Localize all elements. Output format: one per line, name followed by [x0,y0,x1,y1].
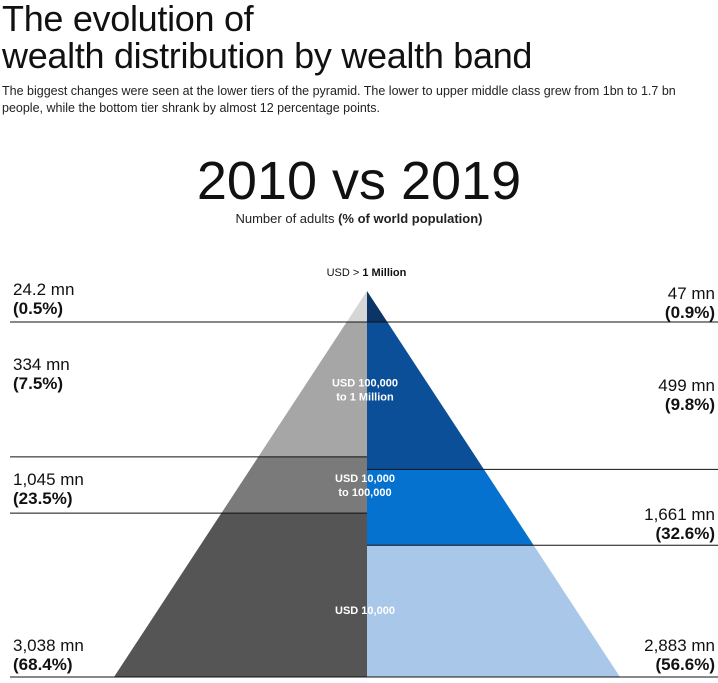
label-2019-gt1m: 47 mn (0.9%) [665,284,715,322]
tier-label-lt10k: USD 10,000 [335,605,395,617]
share-2010-10k-100k: (23.5%) [13,489,73,508]
band-2010-lt10k [114,513,367,677]
label-2019-lt10k: 2,883 mn (56.6%) [644,636,715,674]
adults-2010-gt1m: 24.2 mn [13,280,75,299]
label-2010-gt1m: 24.2 mn (0.5%) [13,280,74,318]
tier-label-10k-100k: USD 10,000 to 100,000 [335,473,395,499]
comparison-heading: 2010 vs 2019 [196,151,522,211]
adults-2010-100k-1m: 334 mn [13,355,70,374]
pyramid-2010-half [114,291,367,677]
caption-plain: Number of adults [235,211,339,226]
label-2010-lt10k: 3,038 mn (68.4%) [13,636,84,674]
share-2010-lt10k: (68.4%) [13,655,73,674]
tier-label-100k-1m-line-2: to 1 Million [336,391,394,403]
share-2010-100k-1m: (7.5%) [13,374,64,393]
top-tier-label: USD > 1 Million [0,267,718,279]
band-2019-lt10k [367,545,620,677]
caption-bold: (% of world population) [338,211,483,226]
band-boundary-lines [10,321,718,678]
title-line-1: The evolution of [2,0,254,39]
tier-label-10k-100k-line-2: to 100,000 [338,487,391,499]
share-2010-gt1m: (0.5%) [13,299,64,318]
label-2010-100k-1m: 334 mn (7.5%) [13,355,70,393]
top-tier-label-bold: 1 Million [362,267,407,279]
label-2019-100k-1m: 499 mn (9.8%) [658,376,715,414]
pyramid-2019-half [367,291,620,677]
tier-label-10k-100k-line-1: USD 10,000 [335,473,395,485]
chart-title: The evolution of wealth distribution by … [2,0,532,74]
top-tier-label-plain: USD > [326,267,363,279]
adults-2019-10k-100k: 1,661 mn [644,505,715,524]
adults-2019-100k-1m: 499 mn [658,376,715,395]
label-2010-10k-100k: 1,045 mn (23.5%) [13,470,84,508]
share-2019-10k-100k: (32.6%) [655,524,715,543]
share-2019-gt1m: (0.9%) [664,303,715,322]
band-2010-gt1m [346,291,367,322]
adults-2010-10k-100k: 1,045 mn [13,470,84,489]
band-2010-100k-1m [258,322,367,457]
adults-2010-lt10k: 3,038 mn [13,636,84,655]
tier-label-100k-1m-line-1: USD 100,000 [332,377,398,389]
adults-2019-gt1m: 47 mn [667,284,715,303]
units-caption: Number of adults (% of world population) [0,211,718,226]
share-2019-100k-1m: (9.8%) [664,395,715,414]
tier-labels: USD 10,000 USD 10,000 to 100,000 USD 100,00… [332,377,398,617]
share-2019-lt10k: (56.6%) [655,655,715,674]
tier-label-lt10k-line-1: USD 10,000 [335,605,395,617]
adults-2019-lt10k: 2,883 mn [644,636,715,655]
title-line-2: wealth distribution by wealth band [2,35,533,76]
tier-label-100k-1m: USD 100,000 to 1 Million [332,377,398,403]
band-2019-100k-1m [367,322,484,470]
band-2010-10k-100k [221,456,367,514]
band-2019-10k-100k [367,469,534,546]
label-2019-10k-100k: 1,661 mn (32.6%) [644,505,715,543]
band-2019-gt1m [367,291,388,322]
chart-subtitle: The biggest changes were seen at the low… [2,84,676,115]
